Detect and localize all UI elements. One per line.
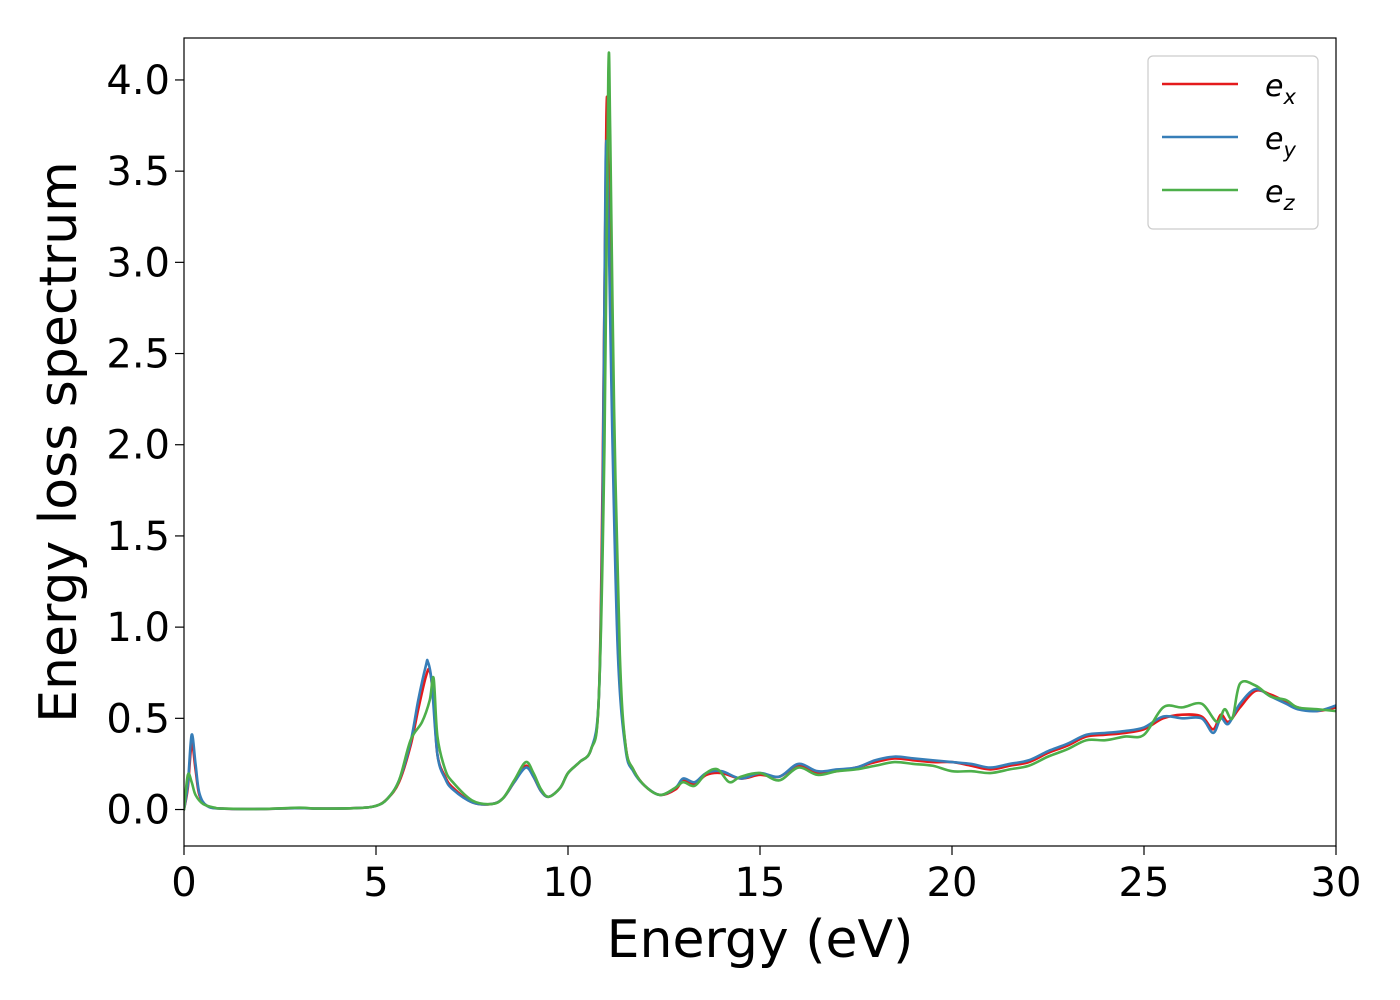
y-tick-label: 4.0 bbox=[106, 58, 170, 104]
x-tick-label: 25 bbox=[1119, 860, 1170, 906]
y-tick-label: 2.0 bbox=[106, 423, 170, 469]
y-tick-label: 3.0 bbox=[106, 240, 170, 286]
series-line-z bbox=[184, 51, 1336, 811]
legend-label-base: e bbox=[1265, 122, 1283, 157]
x-axis-title: Energy (eV) bbox=[607, 910, 914, 970]
legend-label-subscript: x bbox=[1282, 85, 1296, 109]
legend-box bbox=[1147, 55, 1319, 230]
legend-label-x: ex bbox=[1265, 69, 1296, 109]
y-tick-label: 1.5 bbox=[106, 514, 170, 560]
series-layer bbox=[184, 51, 1336, 811]
y-tick-label: 2.5 bbox=[106, 332, 170, 378]
y-tick-label: 3.5 bbox=[106, 149, 170, 195]
x-axis: 0 5 10 15 20 25 30 bbox=[171, 846, 1361, 906]
y-axis: 0.0 0.5 1.0 1.5 2.0 2.5 3.0 3.5 4.0 bbox=[106, 58, 184, 834]
legend-label-base: e bbox=[1265, 175, 1283, 210]
x-tick-label: 15 bbox=[735, 860, 786, 906]
x-tick-label: 10 bbox=[543, 860, 594, 906]
legend-label-subscript: y bbox=[1282, 138, 1296, 162]
legend-label-y: ey bbox=[1265, 122, 1296, 162]
x-tick-label: 30 bbox=[1311, 860, 1362, 906]
legend-label-subscript: z bbox=[1282, 191, 1295, 215]
x-tick-label: 0 bbox=[171, 860, 196, 906]
y-tick-label: 0.5 bbox=[106, 696, 170, 742]
y-tick-label: 1.0 bbox=[106, 605, 170, 651]
legend-label-base: e bbox=[1265, 69, 1283, 104]
x-tick-label: 20 bbox=[927, 860, 978, 906]
y-axis-title: Energy loss spectrum bbox=[29, 161, 89, 723]
x-tick-label: 5 bbox=[363, 860, 388, 906]
legend-label-z: ez bbox=[1265, 175, 1295, 215]
y-tick-label: 0.0 bbox=[106, 788, 170, 834]
